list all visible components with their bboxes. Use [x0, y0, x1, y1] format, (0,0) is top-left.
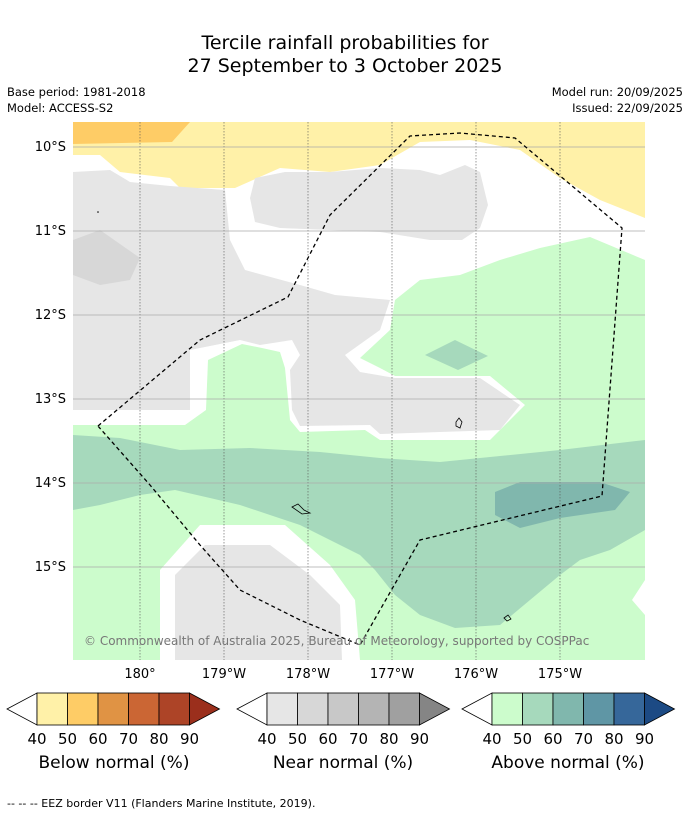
lon-label: 175°W	[538, 667, 582, 682]
colorbar-segment	[67, 692, 99, 726]
eez-border	[97, 132, 623, 646]
colorbar-tick-label: 40	[27, 730, 46, 748]
colorbar-label-above: Above normal (%)	[491, 753, 645, 773]
colorbar-segment	[491, 692, 523, 726]
latitude-labels: 10°S 11°S 12°S 13°S 14°S 15°S	[35, 140, 66, 575]
latitude-lines	[73, 146, 645, 568]
colorbar-segment	[583, 692, 615, 726]
colorbar-tick-label: 90	[410, 730, 429, 748]
near-normal-region-west	[73, 170, 520, 434]
colorbar-tick-label: 80	[149, 730, 168, 748]
lat-label: 10°S	[35, 140, 66, 155]
colorbar-segment	[158, 692, 190, 726]
lon-label: 180°	[124, 667, 155, 682]
longitude-labels: 180° 179°W 178°W 177°W 176°W 175°W	[124, 667, 582, 682]
colorbar-extend-low	[461, 692, 493, 726]
colorbar-tick-label: 50	[58, 730, 77, 748]
colorbar-extend-low	[6, 692, 38, 726]
colorbar-tick-label: 70	[349, 730, 368, 748]
colorbar-extend-low	[236, 692, 268, 726]
colorbar-extend-high	[189, 692, 221, 726]
colorbar-segment	[97, 692, 129, 726]
island-outline	[455, 417, 463, 429]
lon-label: 177°W	[370, 667, 414, 682]
colorbar-segment	[36, 692, 68, 726]
model-run-text: Model run: 20/09/2025	[551, 85, 683, 99]
colorbar-segment	[266, 692, 298, 726]
colorbar-tick-label: 50	[513, 730, 532, 748]
issued-date-text: Issued: 22/09/2025	[572, 101, 683, 115]
colorbar-segment	[358, 692, 390, 726]
colorbar-segment	[613, 692, 645, 726]
map-title-line1: Tercile rainfall probabilities for	[201, 32, 489, 54]
island-dot	[97, 211, 99, 213]
grid-lines	[139, 122, 561, 660]
lon-label: 179°W	[202, 667, 246, 682]
near-normal-east-edge	[632, 580, 645, 615]
near-normal-region-center	[250, 165, 488, 240]
near-normal-south-fill	[175, 545, 342, 660]
colorbar-label-below: Below normal (%)	[38, 753, 190, 773]
colorbar-segment	[552, 692, 584, 726]
colorbar-label-near: Near normal (%)	[272, 753, 414, 773]
colorbar-above-normal: 40 50 60 70 80 90	[461, 692, 676, 748]
colorbar-tick-label: 90	[180, 730, 199, 748]
colorbar-below-normal: 40 50 60 70 80 90	[6, 692, 221, 748]
lat-label: 15°S	[35, 560, 66, 575]
colorbar-extend-high	[644, 692, 676, 726]
lon-label: 178°W	[286, 667, 330, 682]
island-outline	[503, 614, 512, 622]
meta-left: Base period: 1981-2018 Model: ACCESS-S2	[7, 84, 146, 116]
above-normal-50-patch-north	[425, 340, 488, 370]
copyright-text: © Commonwealth of Australia 2025, Bureau…	[84, 634, 589, 648]
colorbar-segment	[128, 692, 160, 726]
lat-label: 11°S	[35, 224, 66, 239]
colorbar-tick-label: 80	[604, 730, 623, 748]
lat-label: 14°S	[35, 476, 66, 491]
colorbar-segment	[327, 692, 359, 726]
colorbar-tick-label: 90	[635, 730, 654, 748]
colorbar-tick-label: 50	[288, 730, 307, 748]
meta-right: Model run: 20/09/2025 Issued: 22/09/2025	[552, 84, 683, 116]
colorbar-segment	[297, 692, 329, 726]
colorbar-tick-label: 70	[574, 730, 593, 748]
colorbar-tick-label: 60	[543, 730, 562, 748]
colorbar-segment	[522, 692, 554, 726]
below-normal-50-region	[73, 122, 190, 144]
colorbar-tick-label: 60	[88, 730, 107, 748]
colorbar-segment	[388, 692, 420, 726]
lat-label: 12°S	[35, 308, 66, 323]
map-title-line2: 27 September to 3 October 2025	[187, 55, 503, 77]
eez-footnote: -- -- -- EEZ border V11 (Flanders Marine…	[7, 797, 316, 810]
colorbar-tick-label: 40	[482, 730, 501, 748]
colorbar-extend-high	[419, 692, 451, 726]
near-normal-50-patch	[73, 230, 140, 285]
lon-label: 176°W	[454, 667, 498, 682]
model-name-text: Model: ACCESS-S2	[7, 101, 114, 115]
colorbar-tick-label: 70	[119, 730, 138, 748]
colorbar-tick-label: 80	[379, 730, 398, 748]
island-outline	[291, 503, 312, 515]
lat-label: 13°S	[35, 392, 66, 407]
below-normal-40-region	[73, 122, 645, 218]
map-plot-area: © Commonwealth of Australia 2025, Bureau…	[73, 122, 645, 660]
colorbar-tick-label: 40	[257, 730, 276, 748]
colorbar-tick-label: 60	[318, 730, 337, 748]
base-period-text: Base period: 1981-2018	[7, 85, 146, 99]
colorbar-near-normal: 40 50 60 70 80 90	[236, 692, 451, 748]
